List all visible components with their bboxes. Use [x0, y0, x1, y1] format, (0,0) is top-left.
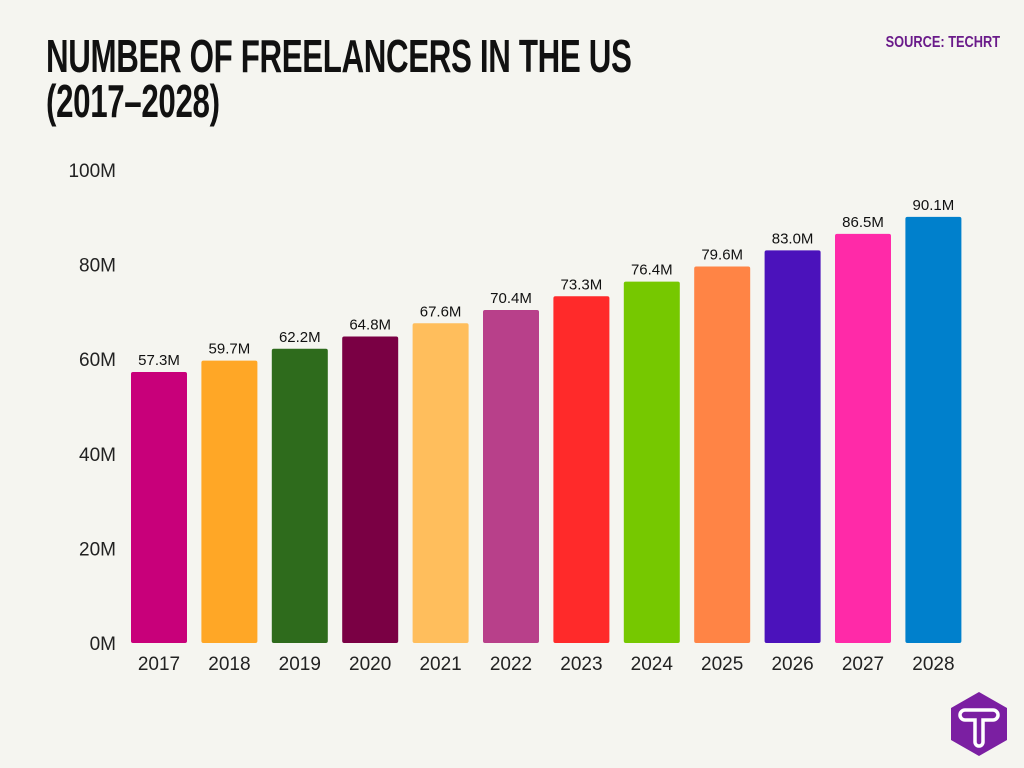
- data-label: 59.7M: [209, 341, 251, 358]
- data-label: 76.4M: [631, 262, 673, 279]
- bar-2028: [905, 216, 962, 643]
- source-label: SOURCE: TECHRT: [885, 34, 1000, 51]
- data-label: 90.1M: [913, 197, 955, 214]
- data-label: 73.3M: [561, 276, 603, 293]
- bar-2017: [131, 371, 187, 643]
- page-title: NUMBER OF FREELANCERS IN THE US (2017–20…: [46, 30, 632, 127]
- data-label: 83.0M: [772, 230, 814, 247]
- data-label: 70.4M: [490, 290, 532, 307]
- bar-2025: [694, 266, 751, 643]
- data-label: 57.3M: [138, 352, 180, 369]
- bar-2022: [483, 310, 539, 643]
- bar-2018: [201, 360, 258, 643]
- x-tick-label: 2019: [279, 654, 321, 675]
- x-tick-label: 2022: [490, 654, 532, 675]
- data-label: 64.8M: [349, 316, 391, 333]
- y-tick-label: 40M: [79, 445, 116, 466]
- bar-2027: [835, 233, 891, 644]
- x-tick-label: 2027: [842, 654, 884, 675]
- y-tick-label: 60M: [79, 350, 116, 371]
- bar-2019: [271, 348, 328, 643]
- bar-2023: [553, 296, 610, 643]
- y-tick-label: 100M: [68, 161, 116, 182]
- x-tick-label: 2020: [349, 654, 391, 675]
- bar-2020: [342, 336, 399, 643]
- x-tick-label: 2024: [631, 654, 674, 675]
- x-tick-label: 2021: [419, 654, 461, 675]
- x-tick-label: 2018: [208, 654, 250, 675]
- y-tick-label: 0M: [90, 634, 116, 655]
- x-tick-label: 2017: [138, 654, 180, 675]
- data-label: 79.6M: [701, 246, 743, 263]
- bar-2021: [412, 323, 469, 643]
- title-line-2: (2017–2028): [46, 75, 220, 127]
- x-tick-label: 2023: [560, 654, 602, 675]
- data-label: 62.2M: [279, 329, 321, 346]
- title-line-1: NUMBER OF FREELANCERS IN THE US: [46, 30, 632, 82]
- y-tick-label: 80M: [79, 256, 116, 277]
- data-label: 86.5M: [842, 214, 884, 231]
- data-label: 67.6M: [420, 303, 462, 320]
- x-tick-label: 2026: [771, 654, 813, 675]
- bar-2024: [623, 281, 680, 643]
- y-tick-label: 20M: [79, 539, 116, 560]
- x-tick-label: 2025: [701, 654, 743, 675]
- x-tick-label: 2028: [912, 654, 954, 675]
- bar-2026: [764, 250, 821, 643]
